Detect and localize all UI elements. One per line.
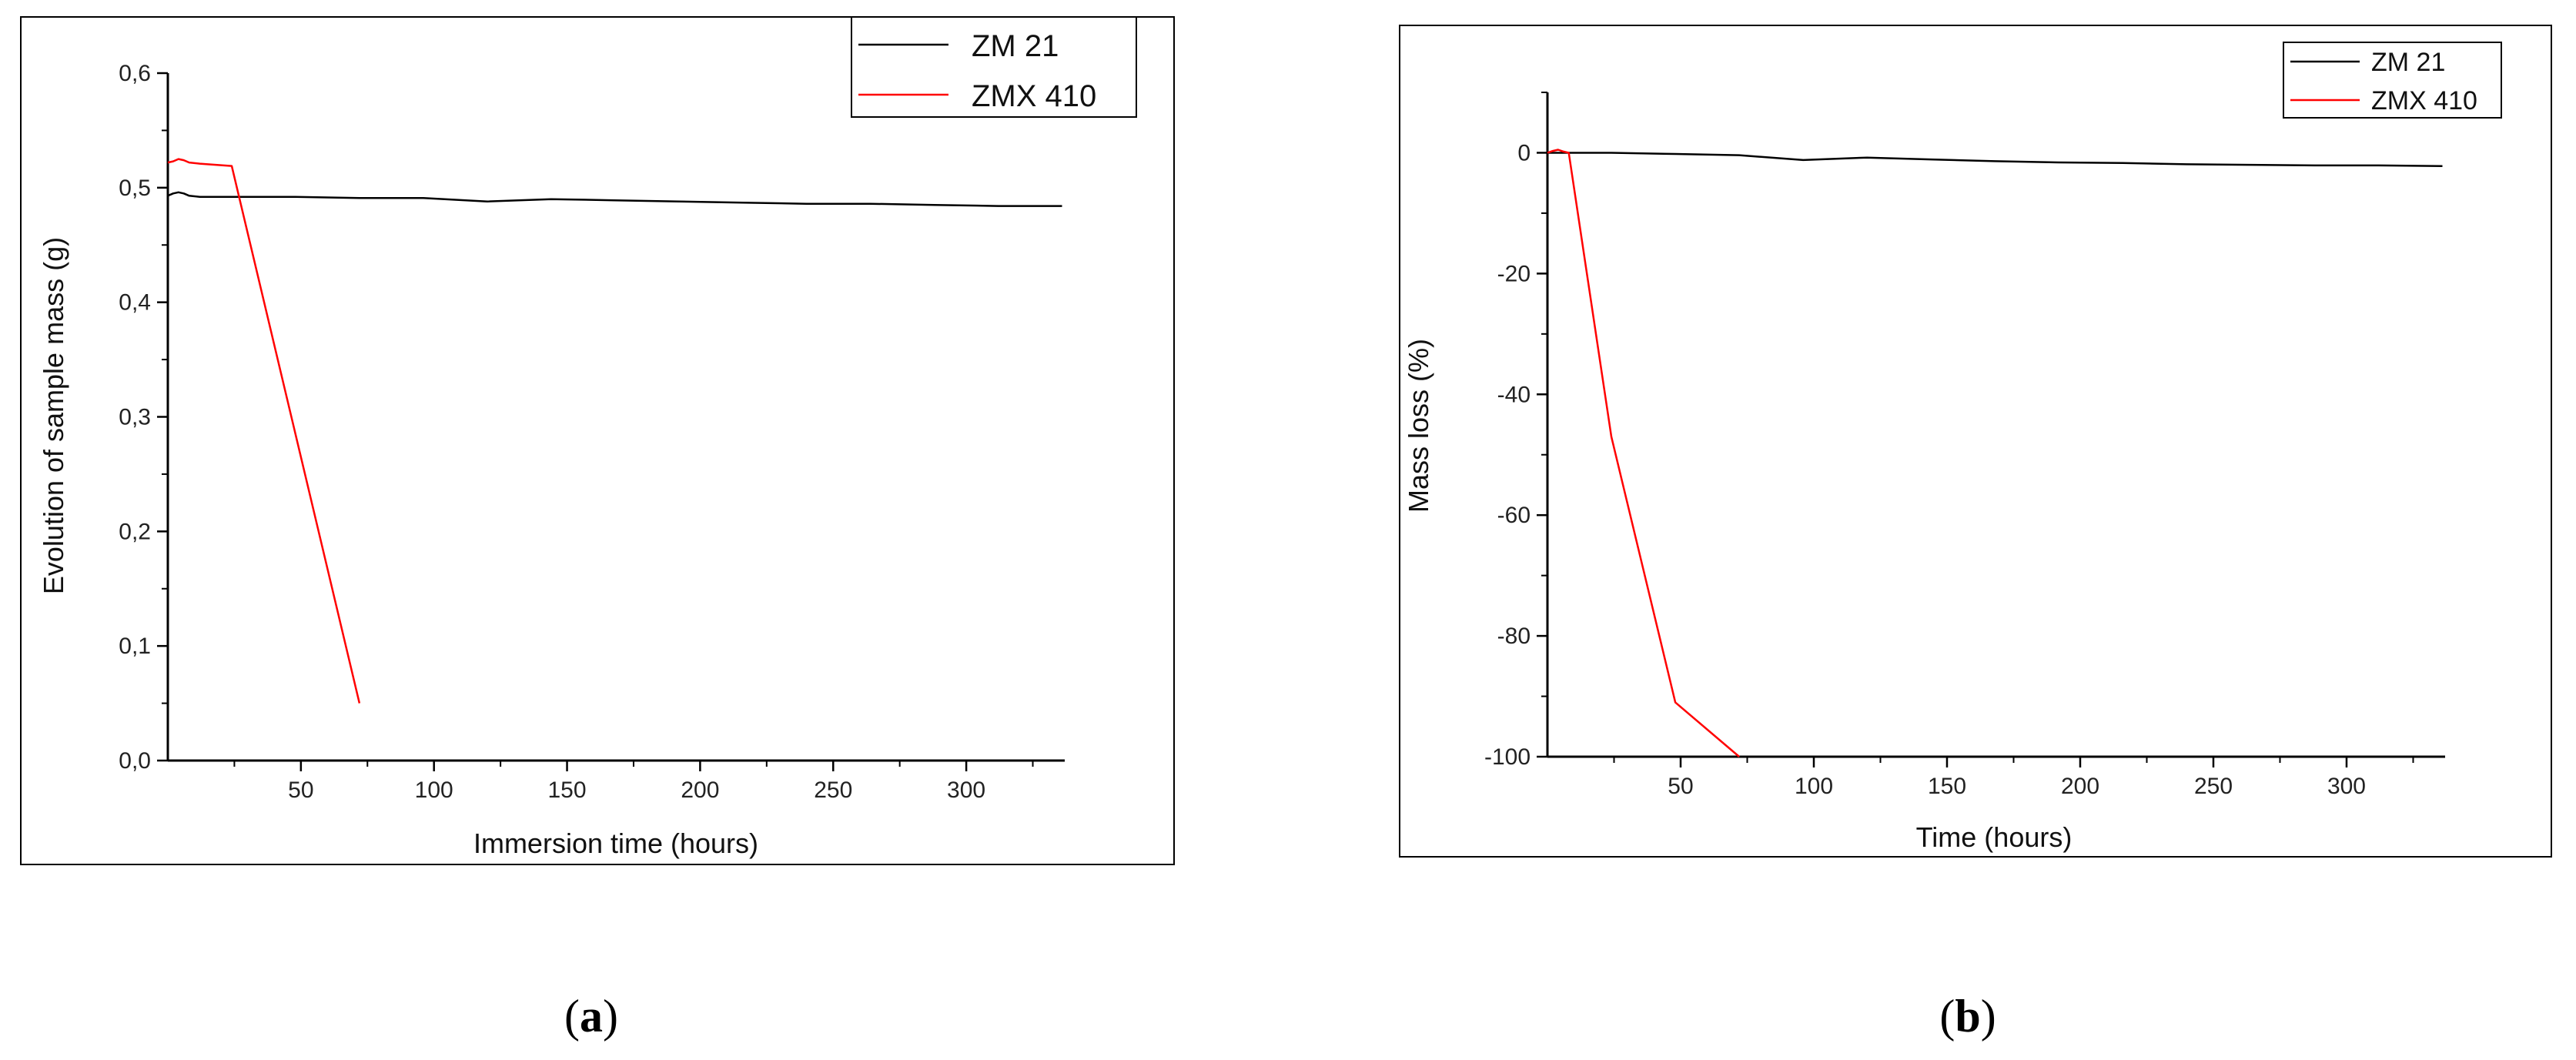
chart-a-ylabel: Evolution of sample mass (g)	[38, 237, 69, 594]
y-tick-label: -80	[1497, 624, 1531, 649]
y-tick-label: 0,0	[119, 748, 151, 774]
y-tick-label: 0,5	[119, 176, 151, 201]
chart-b-legend: ZM 21 ZMX 410	[2283, 42, 2502, 119]
x-tick-label: 100	[1795, 774, 1833, 799]
chart-b-ylabel: Mass loss (%)	[1403, 339, 1434, 513]
x-tick-label: 200	[681, 777, 719, 803]
series-line-zmx410	[1547, 149, 1740, 757]
chart-a-y-ticks: 0,0 0,1 0,2 0,3 0,4 0,5 0,6	[119, 61, 168, 774]
chart-a-frame	[20, 16, 1175, 865]
y-tick-label: 0,2	[119, 519, 151, 544]
series-line-zmx410	[167, 158, 361, 704]
x-tick-label: 200	[2061, 774, 2099, 799]
y-tick-label: 0,4	[119, 290, 151, 316]
chart-a-xlabel: Immersion time (hours)	[473, 828, 758, 859]
chart-b-frame	[1399, 25, 2552, 858]
chart-b-y-ticks: -100 -80 -60 -40 -20 0	[1484, 92, 1547, 770]
chart-b: -100 -80 -60 -40 -20 0 50 100 150 200 250 300 Mass…	[1399, 25, 2552, 1042]
x-tick-label: 150	[1928, 774, 1966, 799]
chart-a-series	[167, 158, 1062, 704]
x-tick-label: 50	[288, 777, 313, 803]
chart-a-legend-label-zm21: ZM 21	[972, 29, 1059, 63]
series-line-zm21	[1547, 152, 2443, 167]
x-tick-label: 300	[947, 777, 985, 803]
chart-b-series	[1547, 149, 2443, 757]
chart-b-legend-box	[2283, 42, 2502, 119]
chart-a-x-ticks: 50 100 150 200 250 300	[233, 761, 1034, 803]
chart-b-legend-label-zm21: ZM 21	[2371, 48, 2445, 77]
x-tick-label: 150	[548, 777, 587, 803]
x-tick-label: 100	[415, 777, 453, 803]
chart-a-panel-label: (a)	[564, 991, 618, 1042]
y-tick-label: -100	[1484, 744, 1531, 770]
y-tick-label: 0,6	[119, 61, 151, 86]
y-tick-label: 0,3	[119, 405, 151, 430]
chart-b-x-ticks: 50 100 150 200 250 300	[1613, 757, 2414, 799]
chart-b-xlabel: Time (hours)	[1916, 821, 2073, 853]
chart-a-legend: ZM 21 ZMX 410	[851, 16, 1137, 118]
chart-a: 0,00,10,20,30,40,50,6 50 100 150 200 250 300 …	[20, 16, 1175, 1042]
chart-b-legend-label-zmx410: ZMX 410	[2371, 86, 2477, 115]
series-line-zm21	[167, 191, 1062, 207]
y-tick-label: -20	[1497, 261, 1531, 286]
chart-a-legend-box	[851, 16, 1137, 118]
y-tick-label: 0	[1517, 140, 1531, 166]
x-tick-label: 50	[1668, 774, 1693, 799]
y-tick-label: -60	[1497, 503, 1531, 528]
y-tick-label: 0,1	[119, 634, 151, 659]
chart-b-panel-label: (b)	[1939, 991, 1996, 1042]
x-tick-label: 250	[814, 777, 852, 803]
chart-a-legend-label-zmx410: ZMX 410	[972, 79, 1096, 113]
x-tick-label: 300	[2327, 774, 2366, 799]
x-tick-label: 250	[2194, 774, 2233, 799]
y-tick-label: -40	[1497, 382, 1531, 407]
